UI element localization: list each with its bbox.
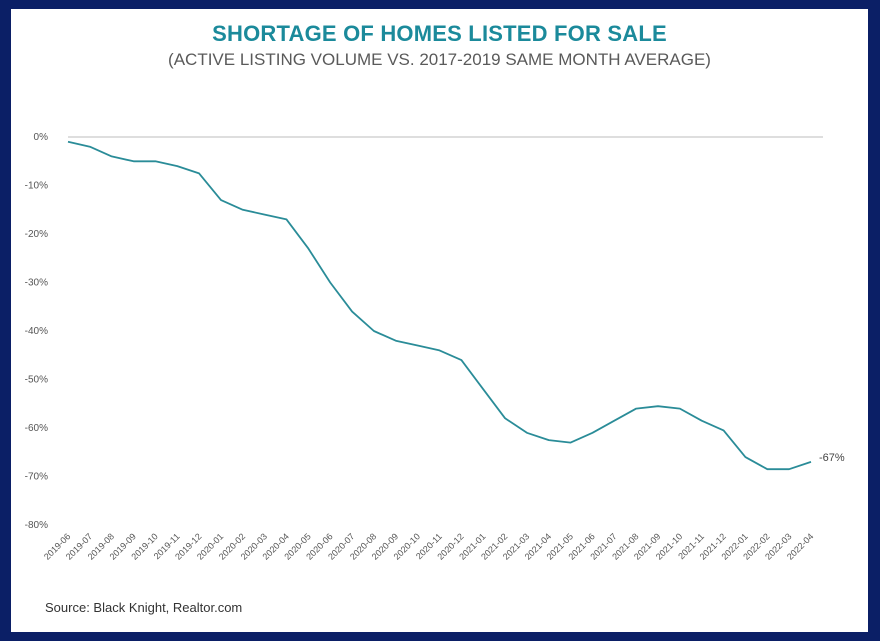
- y-tick-label: -30%: [25, 278, 48, 289]
- data-point: [220, 199, 222, 201]
- data-point: [504, 417, 506, 419]
- data-point: [482, 388, 484, 390]
- data-point: [198, 172, 200, 174]
- series-line: [67, 140, 812, 471]
- data-point: [67, 141, 69, 143]
- data-point: [657, 405, 659, 407]
- data-point: [395, 340, 397, 342]
- data-point: [526, 432, 528, 434]
- data-point: [351, 311, 353, 313]
- y-tick-label: 0%: [34, 132, 49, 143]
- data-point: [154, 160, 156, 162]
- data-point: [810, 461, 812, 463]
- data-point: [570, 442, 572, 444]
- end-value-label: -67%: [819, 452, 845, 464]
- data-point: [613, 420, 615, 422]
- chart-frame: SHORTAGE OF HOMES LISTED FOR SALE (ACTIV…: [11, 9, 868, 632]
- data-point: [286, 218, 288, 220]
- data-point: [417, 345, 419, 347]
- data-point: [701, 420, 703, 422]
- data-point: [111, 155, 113, 157]
- data-point: [766, 468, 768, 470]
- line-chart: 0%-10%-20%-30%-40%-50%-60%-70%-80%2019-0…: [25, 132, 845, 562]
- data-point: [307, 248, 309, 250]
- data-point: [679, 408, 681, 410]
- y-tick-label: -10%: [25, 181, 48, 192]
- y-tick-label: -50%: [25, 375, 48, 386]
- data-point: [591, 432, 593, 434]
- y-tick-label: -70%: [25, 472, 48, 483]
- data-point: [439, 349, 441, 351]
- data-point: [89, 146, 91, 148]
- data-point: [635, 408, 637, 410]
- chart-subtitle: (ACTIVE LISTING VOLUME VS. 2017-2019 SAM…: [168, 50, 711, 69]
- y-tick-label: -80%: [25, 520, 48, 531]
- data-point: [264, 214, 266, 216]
- chart-source: Source: Black Knight, Realtor.com: [45, 600, 243, 615]
- y-tick-label: -40%: [25, 326, 48, 337]
- data-point: [133, 160, 135, 162]
- chart-title: SHORTAGE OF HOMES LISTED FOR SALE: [212, 21, 667, 46]
- data-point: [242, 209, 244, 211]
- data-point: [548, 439, 550, 441]
- y-tick-label: -20%: [25, 229, 48, 240]
- data-point: [460, 359, 462, 361]
- data-point: [329, 282, 331, 284]
- y-tick-label: -60%: [25, 423, 48, 434]
- data-point: [788, 468, 790, 470]
- data-point: [744, 456, 746, 458]
- data-point: [176, 165, 178, 167]
- data-point: [373, 330, 375, 332]
- data-point: [723, 429, 725, 431]
